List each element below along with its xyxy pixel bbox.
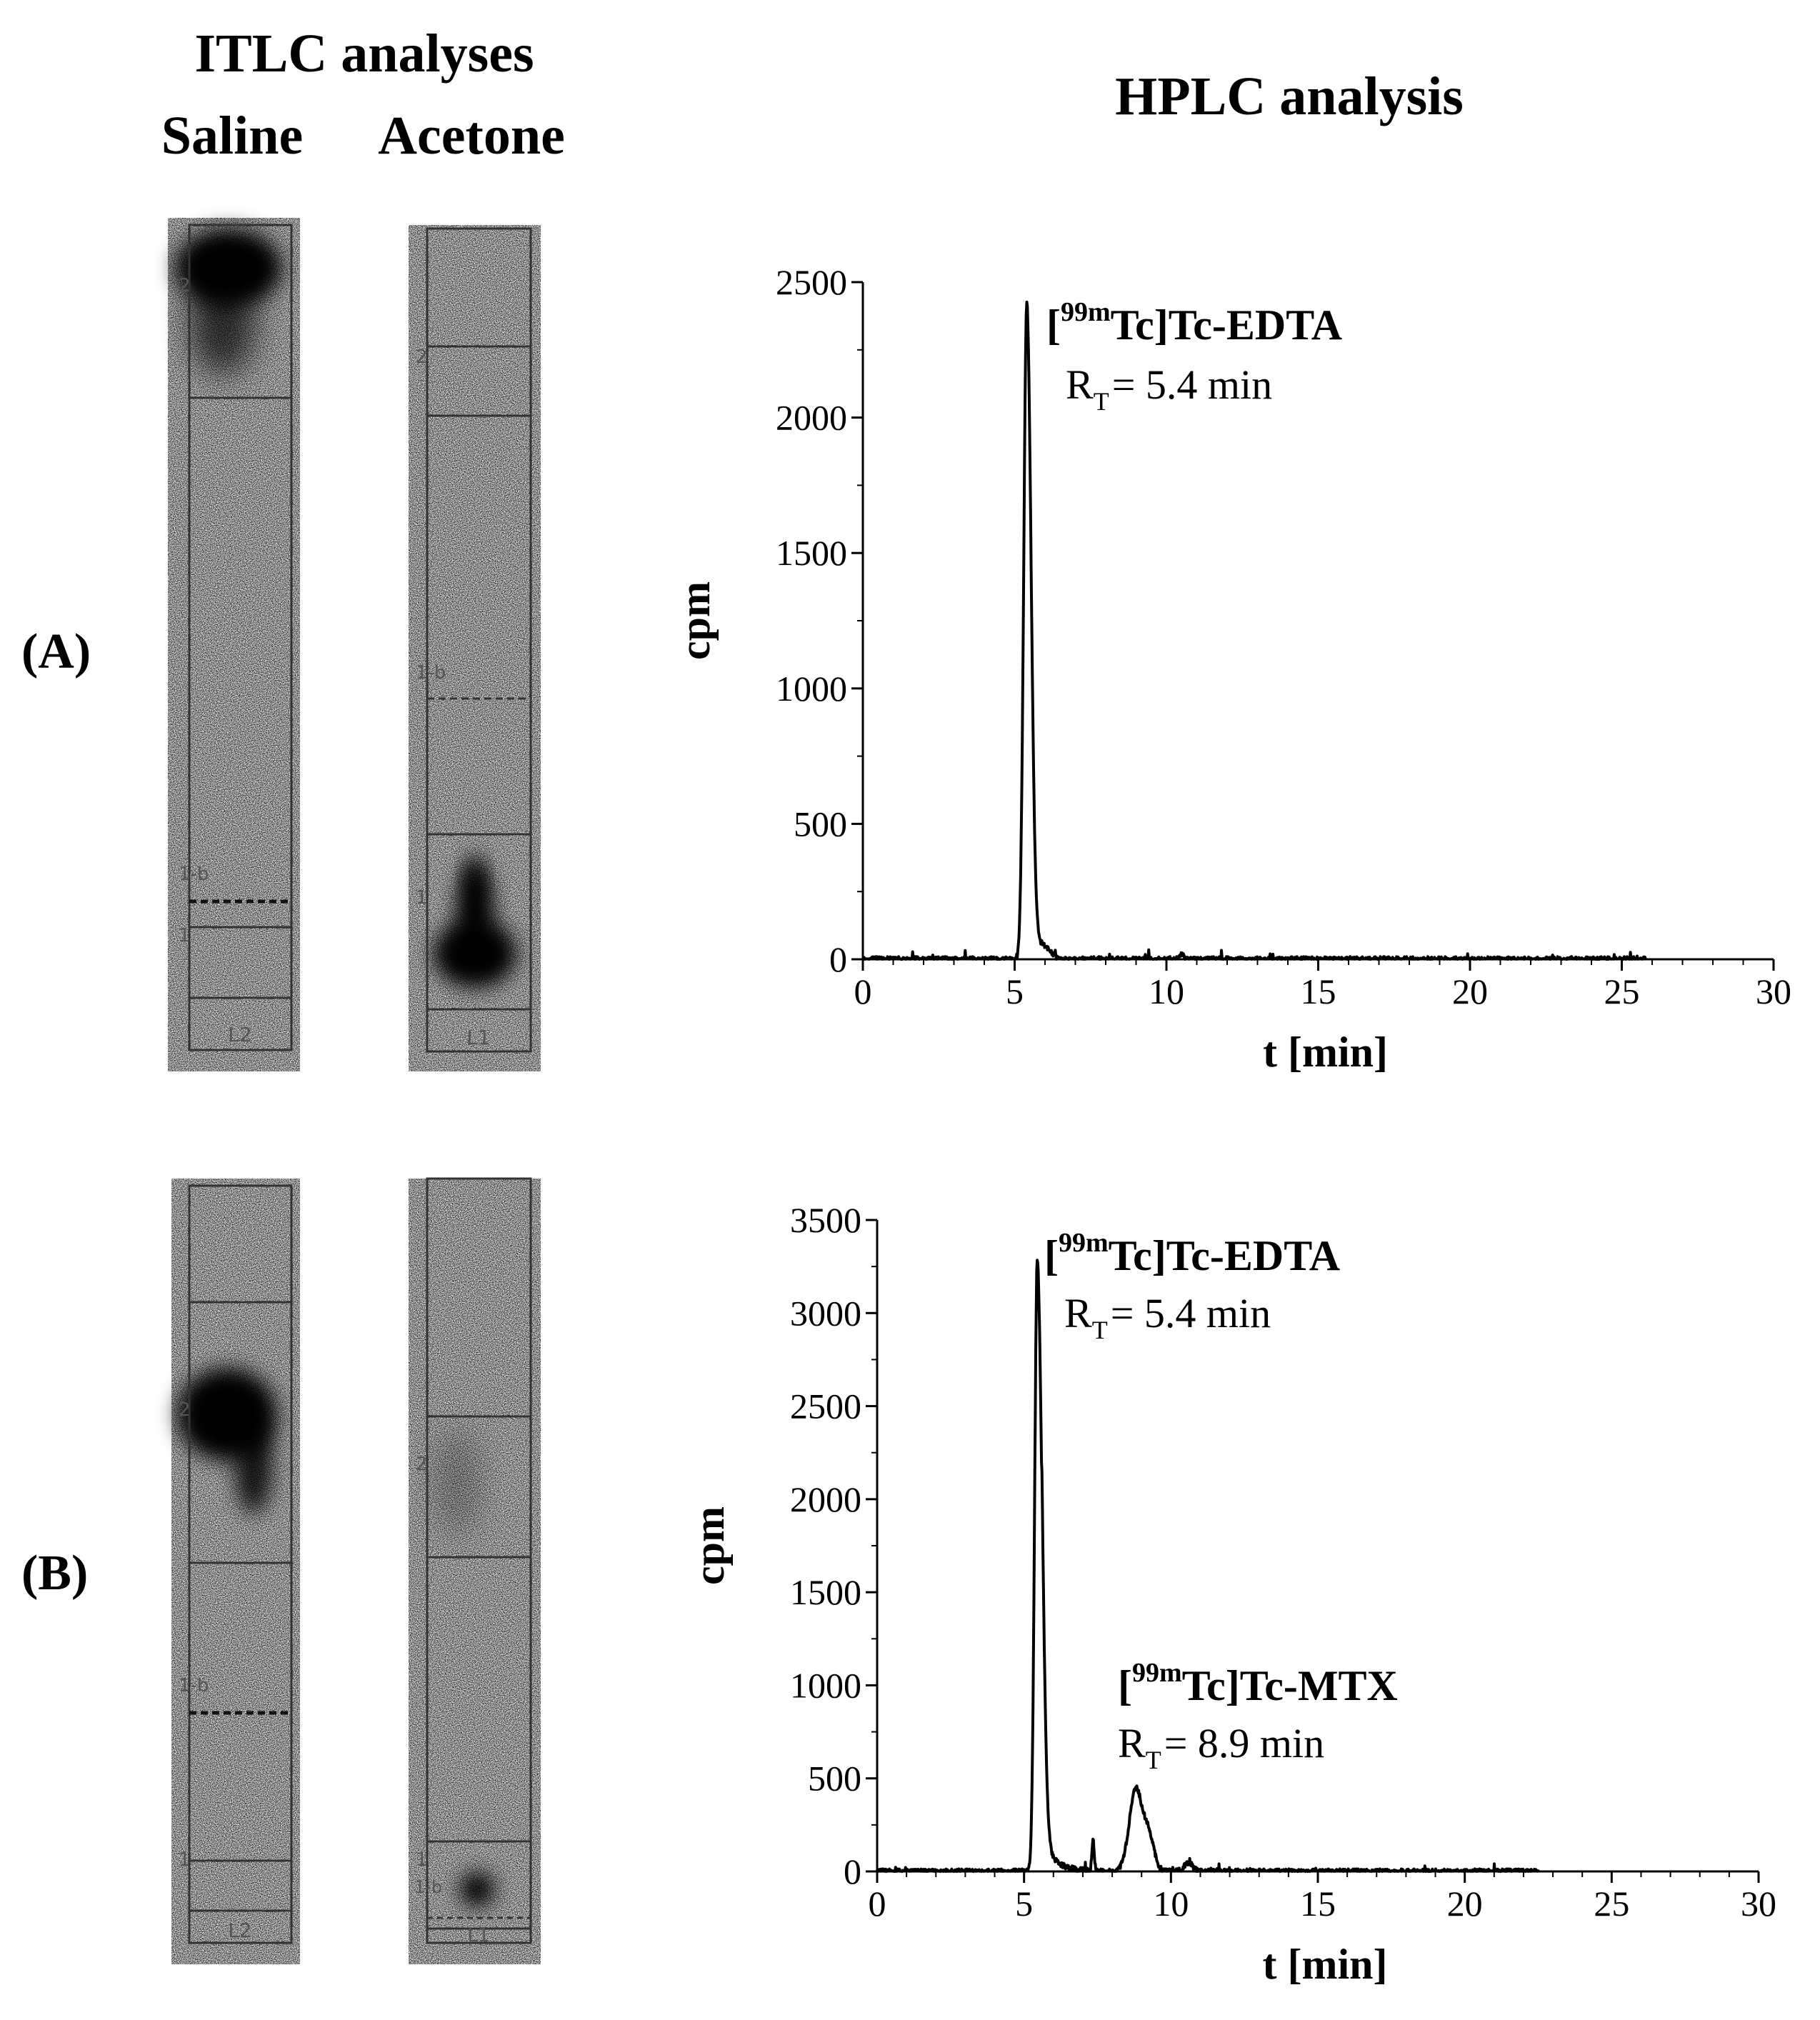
peak-label-isotope: 99m — [1061, 297, 1111, 327]
x-axis-label: t [min] — [1263, 1029, 1388, 1076]
x-axis-label: t [min] — [1263, 1941, 1388, 1988]
retention-time-edta: RT= 5.4 min — [1064, 1290, 1271, 1344]
radioactivity-spot — [175, 229, 282, 375]
rt-subscript: T — [1092, 1316, 1108, 1344]
hplc-chart-b: 0 5 10 15 20 25 30 0 500 1000 1500 2000 2500 3000 3500… — [686, 1200, 1776, 1988]
zone-label: 1-b — [414, 1877, 442, 1897]
retention-time-edta: RT= 5.4 min — [1066, 361, 1272, 416]
retention-time-mtx: RT= 8.9 min — [1118, 1720, 1324, 1774]
y-tick-label: 0 — [844, 1851, 861, 1891]
x-tick-label: 15 — [1301, 971, 1336, 1011]
x-tick-label: 5 — [1015, 1884, 1033, 1924]
peak-label-compound: Tc]Tc-MTX — [1182, 1662, 1398, 1709]
rt-letter: R — [1066, 361, 1094, 408]
peak-label-isotope: 99m — [1059, 1228, 1109, 1258]
x-tick-label: 30 — [1756, 971, 1791, 1011]
zone-label: 1 — [416, 1849, 428, 1871]
y-tick-label: 2500 — [790, 1386, 861, 1426]
x-tick-label: 0 — [869, 1884, 886, 1924]
chromatogram-trace — [861, 300, 1647, 961]
zone-label: 1-b — [179, 864, 209, 885]
y-tick-label: 1000 — [776, 669, 847, 709]
rt-letter: R — [1118, 1720, 1146, 1766]
itlc-strip-a-saline: 2 1-b 1 L2 — [168, 218, 300, 1071]
x-tick-label: 5 — [1006, 971, 1024, 1011]
peak-label-edta: [99mTc]Tc-EDTA — [1046, 297, 1342, 349]
y-tick-label: 3000 — [790, 1293, 861, 1333]
peak-label-compound: Tc]Tc-EDTA — [1111, 301, 1343, 349]
x-tick-label: 20 — [1447, 1884, 1483, 1924]
itlc-strip-a-acetone: 2 1-b 1 L1 — [409, 225, 541, 1071]
zone-label: 2 — [179, 1399, 191, 1421]
radioactivity-spot — [434, 854, 516, 988]
rt-value: = 8.9 min — [1164, 1720, 1324, 1766]
y-tick-label: 1000 — [790, 1665, 861, 1705]
peak-label-bracket: [ — [1118, 1662, 1132, 1709]
radioactivity-spot — [436, 1429, 494, 1906]
peak-label-isotope: 99m — [1132, 1658, 1182, 1688]
itlc-title: ITLC analyses — [194, 24, 534, 84]
x-tick-label: 25 — [1604, 971, 1640, 1011]
zone-label: 1-b — [416, 662, 446, 684]
lane-label: L2 — [228, 1023, 251, 1046]
peak-label-edta: [99mTc]Tc-EDTA — [1044, 1228, 1340, 1279]
acetone-header: Acetone — [378, 106, 565, 166]
lane-label: L1 — [466, 1026, 490, 1049]
x-tick-label: 25 — [1594, 1884, 1629, 1924]
strip-background — [171, 1179, 300, 1964]
y-tick-label: 3500 — [790, 1200, 861, 1240]
peak-label-mtx: [99mTc]Tc-MTX — [1118, 1658, 1398, 1709]
y-tick-label: 1500 — [790, 1572, 861, 1612]
itlc-strip-b-acetone: 2 1 1-b L1 — [409, 1177, 541, 1964]
zone-label: 1 — [179, 1849, 191, 1871]
lane-label: L2 — [228, 1919, 251, 1942]
zone-label: 1-b — [179, 1675, 209, 1696]
y-tick-label: 500 — [794, 804, 847, 844]
zone-label: 2 — [416, 1454, 428, 1475]
x-tick-label: 20 — [1452, 971, 1488, 1011]
x-tick-label: 15 — [1300, 1884, 1336, 1924]
hplc-chart-a: 0 5 10 15 20 25 30 0 500 1000 1500 2000 2500 t [min] c… — [671, 262, 1791, 1076]
zone-label: 2 — [416, 346, 428, 368]
rt-value: = 5.4 min — [1111, 1290, 1271, 1336]
y-tick-label: 2500 — [776, 262, 847, 302]
rt-subscript: T — [1146, 1746, 1161, 1774]
zone-label: 1 — [416, 887, 428, 909]
y-tick-label: 500 — [808, 1759, 861, 1799]
peak-label-compound: Tc]Tc-EDTA — [1109, 1232, 1341, 1279]
zone-label: 1 — [179, 925, 191, 946]
strip-background — [409, 1179, 541, 1964]
rt-letter: R — [1064, 1290, 1092, 1336]
lane-label: L1 — [467, 1925, 489, 1946]
zone-label: 2 — [179, 275, 191, 296]
hplc-title: HPLC analysis — [1115, 66, 1464, 126]
x-tick-label: 10 — [1153, 1884, 1189, 1924]
x-tick-label: 0 — [854, 971, 872, 1011]
rt-value: = 5.4 min — [1112, 361, 1272, 408]
y-tick-label: 1500 — [776, 533, 847, 573]
x-tick-label: 10 — [1149, 971, 1184, 1011]
rt-subscript: T — [1094, 387, 1109, 416]
y-axis-label: cpm — [686, 1506, 733, 1585]
panel-label-a: (A) — [21, 624, 91, 679]
itlc-strip-b-saline: 2 1-b 1 L2 — [171, 1179, 300, 1964]
y-tick-label: 2000 — [790, 1479, 861, 1519]
radioactivity-spot — [177, 1368, 277, 1514]
peak-label-bracket: [ — [1044, 1232, 1059, 1279]
panel-label-b: (B) — [21, 1546, 88, 1601]
y-tick-label: 0 — [829, 939, 847, 979]
chromatogram-trace — [876, 1259, 1540, 1873]
peak-label-bracket: [ — [1046, 301, 1061, 349]
x-tick-label: 30 — [1741, 1884, 1776, 1924]
y-tick-label: 2000 — [776, 398, 847, 438]
y-axis-label: cpm — [671, 581, 719, 660]
saline-header: Saline — [161, 106, 304, 166]
